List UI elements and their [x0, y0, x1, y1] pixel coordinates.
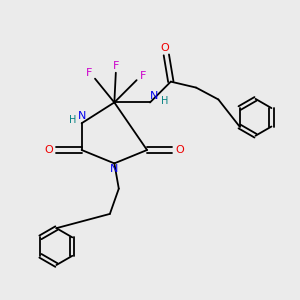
Text: O: O [160, 44, 169, 53]
Text: F: F [140, 71, 147, 81]
Text: H: H [69, 115, 76, 125]
Text: N: N [150, 91, 159, 101]
Text: H: H [161, 96, 169, 106]
Text: F: F [112, 61, 119, 71]
Text: N: N [110, 164, 118, 174]
Text: F: F [86, 68, 92, 78]
Text: O: O [45, 145, 53, 155]
Text: N: N [77, 111, 86, 121]
Text: O: O [175, 145, 184, 155]
